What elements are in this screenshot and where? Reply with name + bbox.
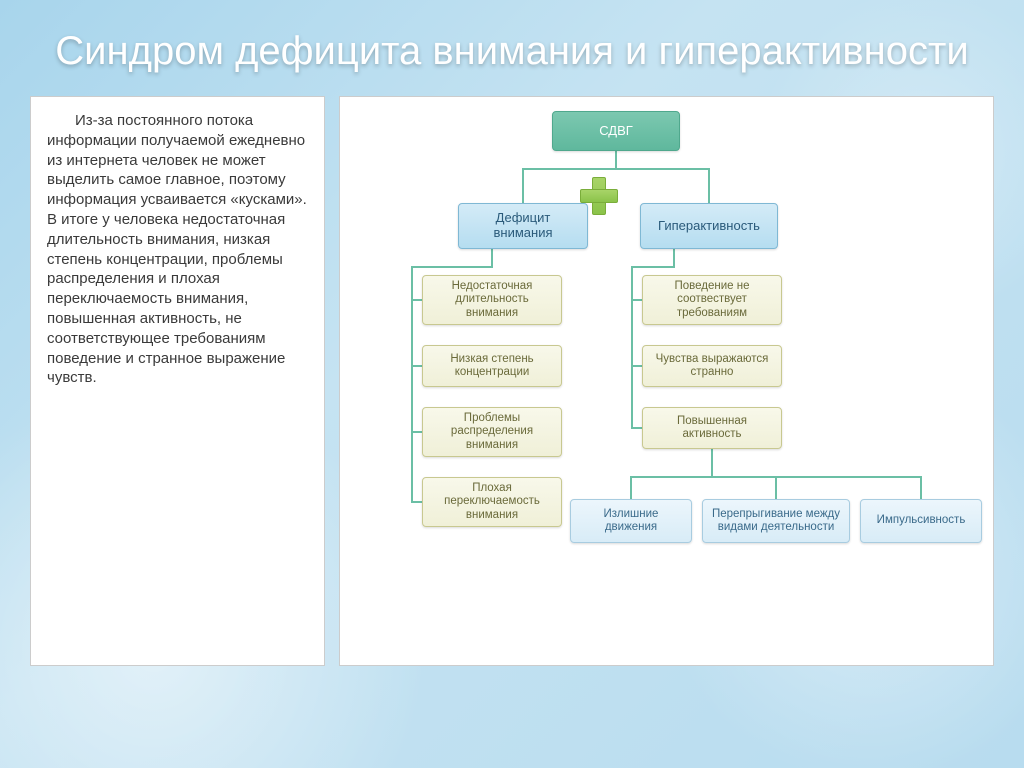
description-panel: Из-за постоянного потока информации полу… (30, 96, 325, 666)
node-l2: Низкая степень концентрации (422, 345, 562, 387)
content-row: Из-за постоянного потока информации полу… (0, 74, 1024, 666)
hierarchy-chart: СДВГ Дефицит внимания Гиперактивность Недос… (339, 96, 994, 666)
node-r2: Чувства выражаются странно (642, 345, 782, 387)
description-text: Из-за постоянного потока информации полу… (47, 111, 308, 388)
node-l1: Недостаточная длительность внимания (422, 275, 562, 325)
page-title: Синдром дефицита внимания и гиперактивно… (0, 0, 1024, 74)
node-r3: Повышенная активность (642, 407, 782, 449)
node-root: СДВГ (552, 111, 680, 151)
node-l3: Проблемы распределения внимания (422, 407, 562, 457)
node-b2: Гиперактивность (640, 203, 778, 249)
node-c1: Излишние движения (570, 499, 692, 543)
node-l4: Плохая переключаемость внимания (422, 477, 562, 527)
node-c3: Импульсивность (860, 499, 982, 543)
node-r1: Поведение не соотвествует требованиям (642, 275, 782, 325)
node-b1: Дефицит внимания (458, 203, 588, 249)
node-c2: Перепрыгивание между видами деятельности (702, 499, 850, 543)
